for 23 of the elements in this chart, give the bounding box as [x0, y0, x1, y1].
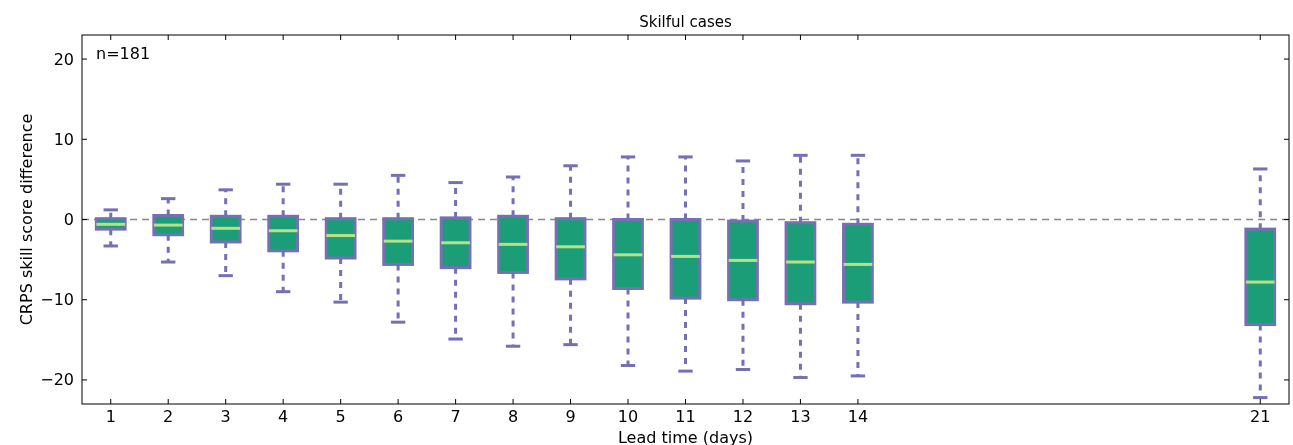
y-axis-title: CRPS skill score difference [17, 113, 36, 326]
x-tick-label: 12 [732, 407, 754, 426]
y-tick-label: −20 [40, 370, 74, 390]
chart-title: Skilful cases [639, 13, 732, 31]
x-tick-label: 9 [565, 407, 576, 426]
x-tick-label: 5 [335, 407, 346, 426]
x-tick-label: 6 [393, 407, 404, 426]
x-tick-label: 1 [105, 407, 116, 426]
annotation: n=181 [96, 44, 151, 63]
x-tick-label: 21 [1250, 407, 1271, 426]
x-tick-label: 10 [617, 407, 639, 426]
x-tick-label: 11 [675, 407, 696, 426]
x-tick-label: 7 [450, 407, 461, 426]
x-tick-label: 3 [220, 407, 231, 426]
x-tick-label: 13 [790, 407, 811, 426]
y-tick-label: −10 [40, 290, 74, 310]
x-tick-label: 8 [507, 407, 519, 426]
y-tick-label: 10 [53, 129, 74, 149]
x-tick-label: 14 [847, 407, 869, 426]
x-tick-label: 2 [163, 407, 174, 426]
y-tick-label: 0 [63, 210, 74, 229]
y-tick-label: 20 [53, 49, 74, 69]
x-tick-label: 4 [278, 407, 289, 426]
